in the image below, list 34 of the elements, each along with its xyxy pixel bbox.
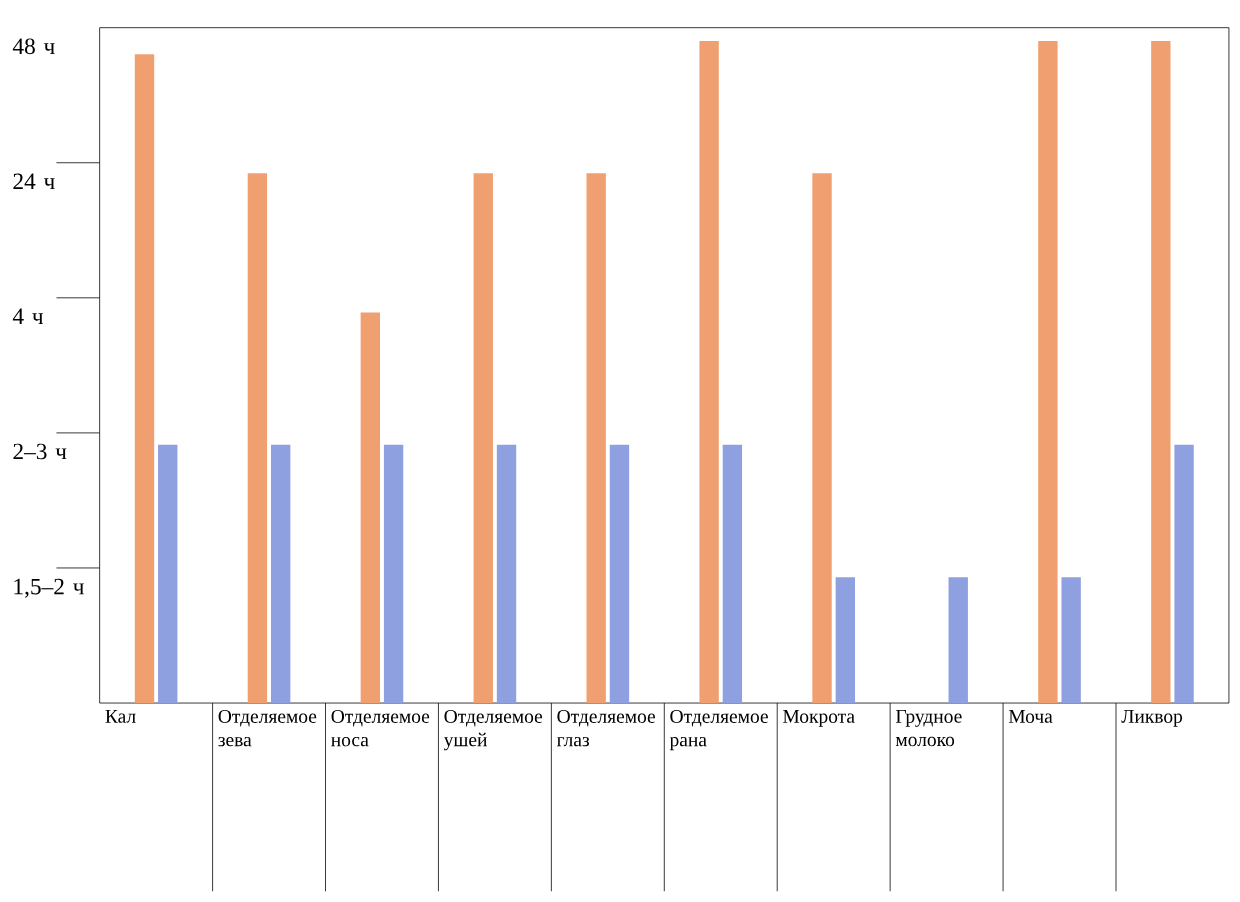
x-tick-label: Грудное молоко: [895, 709, 962, 747]
text: 2–3 ч: [13, 443, 67, 460]
bar: [383, 444, 404, 703]
bar: [360, 312, 381, 703]
bar: [270, 444, 291, 703]
x-tick-label: Отделяемое рана: [669, 709, 768, 751]
x-tick-label: Моча: [1008, 709, 1053, 723]
bar: [1151, 40, 1171, 703]
bar: [158, 444, 178, 703]
bar: [1061, 577, 1081, 703]
text: 1,5–2 ч: [14, 578, 84, 598]
bar: [1038, 40, 1058, 703]
x-tick-label: Кал: [105, 709, 136, 723]
x-tick-label: Ликвор: [1121, 709, 1183, 727]
bar: [699, 40, 719, 703]
bar: [722, 444, 743, 703]
bar: [247, 173, 268, 703]
x-tick-label: Отделяемое носа: [331, 709, 430, 747]
text: 48 ч: [12, 38, 55, 55]
x-tick-label: Отделяемое ушей: [443, 709, 543, 751]
bar: [586, 173, 606, 703]
x-tick-label: Мокрота: [783, 709, 855, 727]
bar: [1174, 444, 1194, 703]
bar: [812, 173, 832, 703]
x-tick-label: Отделяемое глаз: [556, 709, 655, 747]
bar: [473, 173, 493, 703]
text: 4 ч: [12, 308, 44, 324]
x-tick-label: Отделяемое зева: [218, 709, 317, 747]
text: 24 ч: [13, 173, 55, 189]
bar: [948, 577, 968, 703]
bar: [496, 444, 517, 703]
bar: [134, 54, 155, 703]
bar: [835, 577, 855, 703]
bar: [609, 444, 630, 703]
